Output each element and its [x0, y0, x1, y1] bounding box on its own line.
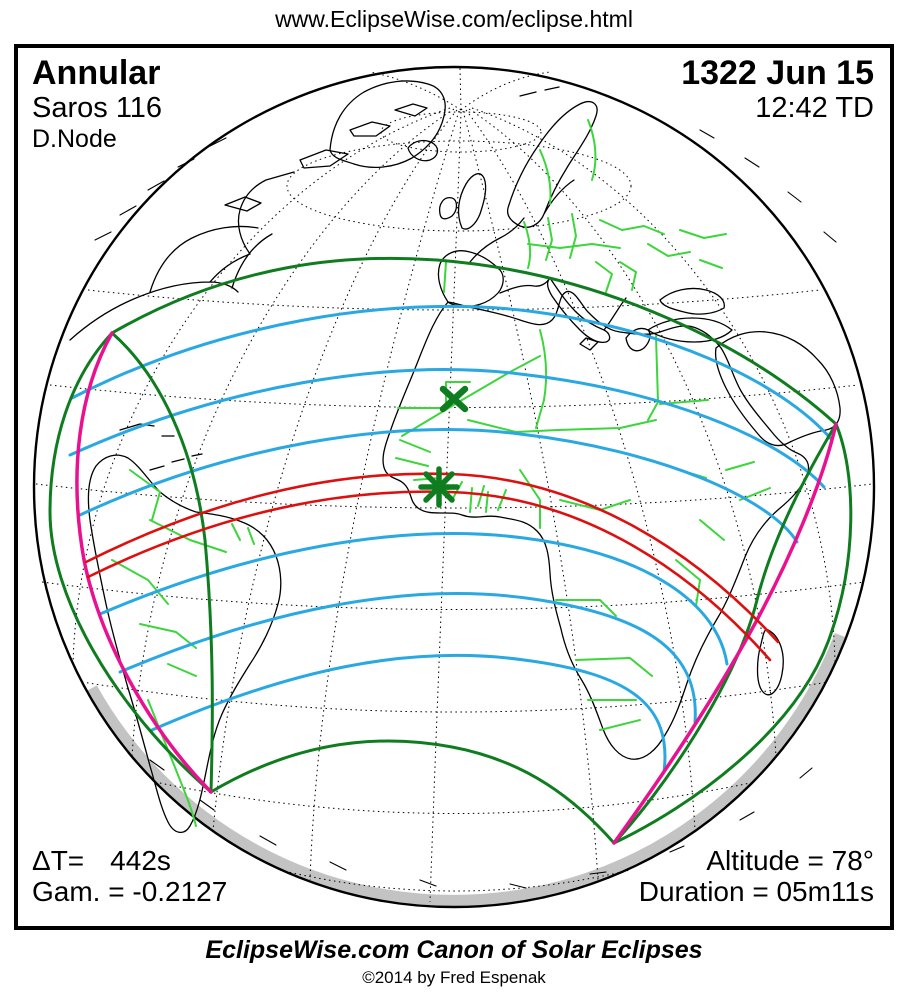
coastlines	[69, 80, 841, 889]
east-inner-limit	[612, 422, 838, 845]
magnitude-contours	[68, 304, 834, 774]
eclipse-info-bottom-right: Altitude = 78° Duration = 05m11s	[639, 845, 874, 908]
iceland-coastline	[407, 139, 439, 162]
caribbean-islands	[119, 423, 203, 471]
east-outer-limit	[612, 422, 853, 845]
delta-t-line: ΔT= 442s	[32, 845, 227, 876]
rise-set-curves	[75, 331, 838, 845]
sunrise-curve	[75, 331, 213, 794]
sunset-curve	[612, 422, 838, 845]
limb-hatch-dashes	[94, 129, 837, 889]
delta-t-label: ΔT=	[32, 845, 85, 876]
north-america-coastline	[69, 171, 295, 341]
southern-limit	[209, 739, 616, 845]
penumbra-limit-curves	[48, 256, 853, 845]
greatest-eclipse-asterisk-marker	[418, 466, 460, 508]
copyright-line: ©2014 by Fred Espenak	[362, 968, 546, 987]
arctic-islands	[224, 86, 560, 212]
arabia-coastline	[714, 330, 841, 447]
scandinavia-coastline	[506, 101, 598, 228]
eclipse-markers	[418, 385, 469, 508]
eclipse-date-label: 1322 Jun 15	[681, 54, 874, 92]
greenland-coastline	[329, 80, 446, 169]
eclipse-info-top-right: 1322 Jun 15 12:42 TD	[681, 54, 874, 125]
canon-title: EclipseWise.com Canon of Solar Eclipses	[205, 936, 703, 964]
eclipse-info-bottom-left: ΔT= 442s Gam. = -0.2127	[32, 845, 227, 908]
duration-line: Duration = 05m11s	[638, 876, 874, 908]
page-url: www.EclipseWise.com/eclipse.html	[275, 6, 633, 32]
british-isles-coastline	[438, 173, 487, 230]
west-outer-limit	[48, 331, 213, 794]
map-frame	[14, 44, 894, 930]
delta-t-value: 442s	[110, 845, 171, 876]
greatest-duration-x-marker	[439, 385, 469, 413]
node-label: D.Node	[32, 124, 117, 153]
saros-label: Saros 116	[32, 92, 163, 125]
northern-limit	[110, 256, 838, 426]
west-inner-limit	[110, 331, 214, 794]
gamma-line: Gam. = -0.2127	[32, 876, 228, 908]
path-south-limit	[86, 490, 772, 662]
south-america-coastline	[87, 454, 282, 833]
eclipse-time-label: 12:42 TD	[755, 92, 874, 125]
limb-shading-band	[87, 633, 846, 906]
africa-coastline	[382, 290, 810, 760]
globe-outline	[32, 65, 876, 909]
madagascar-coastline	[756, 629, 784, 696]
eclipse-type-label: Annular	[32, 54, 161, 92]
altitude-line: Altitude = 78°	[706, 845, 874, 876]
eclipse-info-top-left: Annular Saros 116 D.Node	[32, 54, 162, 153]
